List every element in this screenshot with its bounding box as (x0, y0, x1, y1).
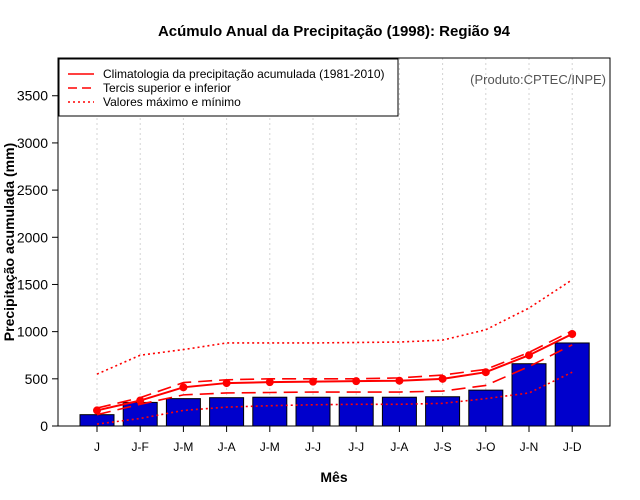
x-tick-label: J-A (390, 440, 408, 454)
series-point (438, 374, 447, 383)
series-point (525, 351, 533, 360)
bar (554, 342, 590, 427)
x-tick-label: J-M (260, 440, 280, 454)
x-tick-label: J-O (476, 440, 495, 454)
y-axis-label: Precipitação acumulada (mm) (1, 143, 17, 341)
bars (79, 342, 590, 427)
x-tick-label: J-M (173, 440, 193, 454)
y-tick-label: 2000 (17, 229, 48, 245)
product-credit: (Produto:CPTEC/INPE) (470, 72, 606, 87)
legend-box (58, 58, 399, 117)
legend-label-climatology: Climatologia da precipitação acumulada (… (103, 67, 385, 81)
y-tick-label: 3000 (17, 135, 48, 151)
grid (96, 58, 573, 426)
series-point (309, 377, 317, 386)
bar (425, 396, 461, 427)
x-tick-label: J-D (563, 440, 582, 454)
y-tick-label: 3500 (17, 88, 48, 104)
plot-frame (57, 57, 611, 427)
x-axis: J J-F J-M J-A J-M J-J J-J J-A J-S J-O J-N J-D (94, 426, 582, 454)
bar (209, 397, 245, 427)
series-line-dotted (96, 371, 573, 425)
y-tick-label: 0 (40, 418, 48, 434)
x-tick-label: J-J (305, 440, 321, 454)
y-tick-label: 2500 (17, 182, 48, 198)
series-line-solid (96, 333, 573, 412)
series-point (93, 406, 101, 415)
bar (338, 396, 374, 427)
chart-title: Acúmulo Anual da Precipitação (1998): Re… (158, 23, 511, 40)
x-tick-label: J-J (348, 440, 364, 454)
legend: Climatologia da precipitação acumulada (… (58, 58, 399, 117)
x-tick-label: J (94, 440, 100, 454)
x-axis-label: Mês (320, 469, 347, 485)
series-lines (93, 279, 577, 425)
bar (252, 396, 288, 427)
x-tick-label: J-A (218, 440, 236, 454)
bar (468, 389, 504, 427)
series-line-dotted (96, 279, 573, 375)
series-point (179, 383, 188, 392)
bar (122, 401, 158, 427)
x-tick-label: J-F (132, 440, 149, 454)
series-line-dashed (96, 344, 573, 416)
legend-label-extremes: Valores máximo e mínimo (103, 95, 241, 109)
legend-label-terciles: Tercis superior e inferior (103, 81, 231, 95)
bar (381, 396, 417, 427)
y-axis: 0 500 1000 1500 2000 2500 3000 3500 (17, 88, 58, 434)
y-tick-label: 1000 (17, 324, 48, 340)
series-line-dashed (96, 329, 573, 409)
bar (295, 396, 331, 427)
bar (79, 414, 115, 427)
y-tick-label: 1500 (17, 276, 48, 292)
x-tick-label: J-N (520, 440, 539, 454)
y-tick-label: 500 (25, 371, 49, 387)
series-point (222, 379, 231, 388)
series-point (265, 378, 274, 387)
x-tick-label: J-S (434, 440, 452, 454)
